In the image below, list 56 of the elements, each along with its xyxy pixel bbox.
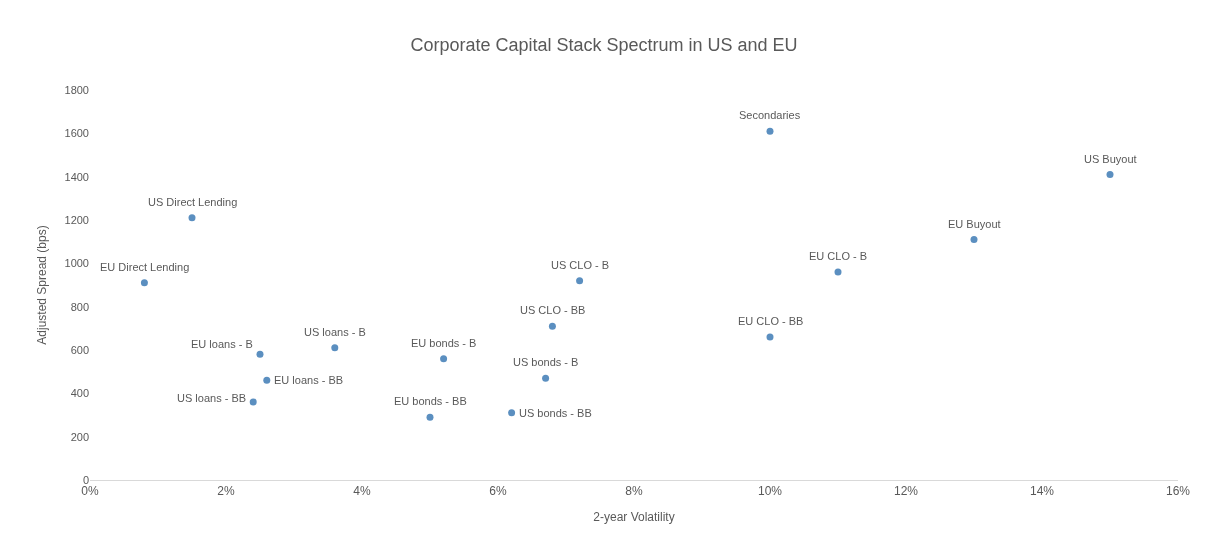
annotation: US CLO - B bbox=[551, 259, 610, 271]
point bbox=[140, 279, 148, 287]
y-tick-label: 1000 bbox=[64, 257, 89, 270]
annotation: US loans - B bbox=[304, 326, 366, 338]
annotation: EU loans - BB bbox=[274, 374, 344, 386]
annotation: EU CLO - B bbox=[809, 250, 868, 262]
x-tick-label: 6% bbox=[489, 484, 507, 499]
annotation: Secondaries bbox=[739, 109, 801, 121]
point bbox=[263, 376, 271, 384]
chart-title: Corporate Capital Stack Spectrum in US and EU bbox=[410, 35, 798, 56]
point bbox=[188, 214, 196, 222]
point bbox=[331, 344, 339, 352]
point bbox=[766, 127, 774, 135]
x-tick-label: 16% bbox=[1165, 484, 1191, 499]
point bbox=[576, 277, 584, 285]
y-tick-label: 600 bbox=[70, 343, 89, 356]
point bbox=[834, 268, 842, 276]
x-tick-label: 10% bbox=[757, 484, 783, 499]
annotation: US Buyout bbox=[1084, 153, 1137, 165]
annotation: US Direct Lending bbox=[148, 196, 238, 208]
x-tick-label: 14% bbox=[1029, 484, 1055, 499]
y-tick-label: 400 bbox=[70, 387, 89, 400]
annotation: EU Direct Lending bbox=[100, 261, 190, 273]
y-tick-label: 800 bbox=[70, 300, 89, 313]
y-tick-label: 200 bbox=[70, 430, 89, 443]
annotation: EU bonds - B bbox=[411, 337, 477, 349]
annotation: US bonds - BB bbox=[519, 407, 592, 419]
y-tick-label: 0 bbox=[82, 473, 89, 486]
point bbox=[256, 350, 264, 358]
point bbox=[970, 236, 978, 243]
y-tick-label: 1200 bbox=[64, 213, 89, 226]
annotation: US CLO - BB bbox=[520, 304, 586, 316]
annotation: US bonds - B bbox=[513, 356, 579, 368]
y-tick-label: 1600 bbox=[64, 127, 89, 140]
point bbox=[508, 409, 516, 417]
point bbox=[548, 322, 556, 330]
x-tick-label: 0% bbox=[81, 484, 99, 499]
x-tick-label: 2% bbox=[217, 484, 235, 499]
point bbox=[766, 333, 774, 341]
point bbox=[249, 398, 257, 406]
x-tick-label: 8% bbox=[625, 484, 643, 499]
annotation: EU loans - B bbox=[191, 338, 253, 350]
y-tick-label: 1400 bbox=[64, 170, 89, 183]
x-axis-title: 2-year Volatility bbox=[593, 510, 675, 525]
x-tick-label: 12% bbox=[893, 484, 919, 499]
annotation: EU bonds - BB bbox=[394, 395, 467, 407]
y-tick-label: 1800 bbox=[64, 83, 89, 96]
point bbox=[542, 374, 550, 382]
point bbox=[426, 413, 434, 421]
annotation: US loans - BB bbox=[177, 392, 247, 404]
x-tick-label: 4% bbox=[353, 484, 371, 499]
annotation: EU Buyout bbox=[948, 218, 1001, 230]
y-axis-title: Adjusted Spread (bps) bbox=[34, 225, 49, 345]
point bbox=[440, 355, 448, 363]
annotation: EU CLO - BB bbox=[738, 315, 804, 327]
point bbox=[1106, 171, 1114, 178]
